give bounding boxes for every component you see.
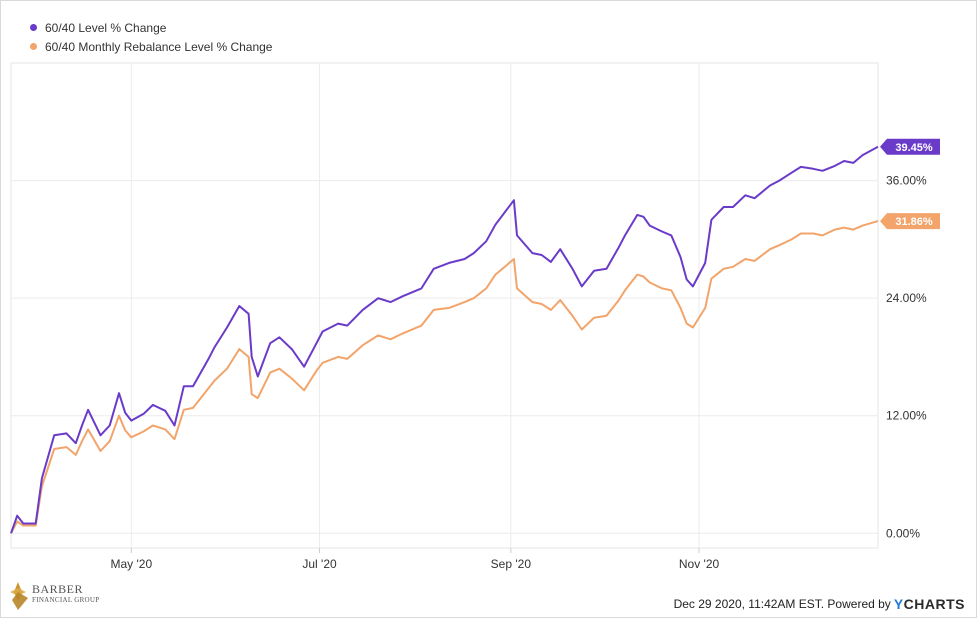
legend-label: 60/40 Monthly Rebalance Level % Change (45, 39, 273, 54)
y-tick-label: 36.00% (886, 174, 927, 188)
series-line-1 (10, 145, 879, 534)
footer: Dec 29 2020, 11:42AM EST. Powered by YCH… (674, 596, 965, 612)
y-tick-label: 24.00% (886, 291, 927, 305)
plot-area (10, 62, 879, 549)
y-tick-label: 12.00% (886, 409, 927, 423)
x-tick-label: Nov '20 (679, 557, 720, 571)
legend-item-series-2[interactable]: 60/40 Monthly Rebalance Level % Change (30, 37, 272, 56)
ycharts-logo-text: CHARTS (903, 596, 965, 612)
legend-swatch-icon (30, 43, 37, 50)
ycharts-logo[interactable]: YCHARTS (894, 596, 965, 612)
barber-name: BARBER (32, 582, 84, 596)
ycharts-logo-y: Y (893, 596, 904, 612)
end-label-1: 39.45% (895, 142, 933, 154)
series-line-2 (10, 220, 879, 534)
barber-logo (10, 582, 28, 610)
barber-emblem-icon (10, 582, 28, 610)
legend-swatch-icon (30, 24, 37, 31)
end-label-tag-2 (880, 213, 940, 230)
end-label-2: 31.86% (895, 216, 933, 228)
x-tick-label: May '20 (111, 557, 153, 571)
end-label-tag-1 (880, 138, 940, 155)
legend-label: 60/40 Level % Change (45, 20, 167, 35)
x-tick-label: Sep '20 (491, 557, 532, 571)
barber-wordmark: BARBER FINANCIAL GROUP (32, 582, 99, 604)
legend-item-series-1[interactable]: 60/40 Level % Change (30, 18, 272, 37)
footer-text: Dec 29 2020, 11:42AM EST. Powered by (673, 597, 891, 611)
legend: 60/40 Level % Change 60/40 Monthly Rebal… (30, 18, 272, 56)
x-tick-label: Jul '20 (302, 557, 337, 571)
y-tick-label: 0.00% (886, 526, 920, 540)
barber-subtitle: FINANCIAL GROUP (32, 596, 100, 604)
